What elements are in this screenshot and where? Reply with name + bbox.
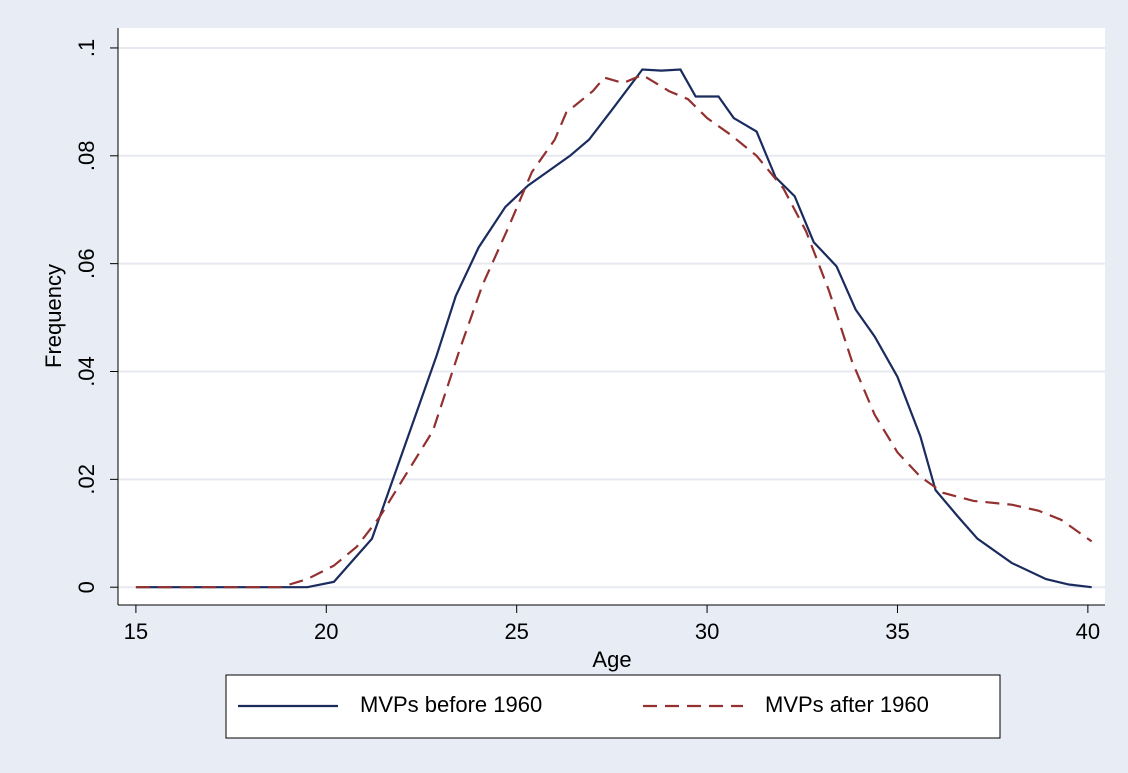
y-tick-label: .06 [74,248,99,279]
legend-label: MVPs after 1960 [765,692,929,717]
plot-area [118,28,1105,605]
y-tick-label: .02 [74,464,99,495]
y-tick-label: .1 [74,39,99,57]
legend-label: MVPs before 1960 [360,692,542,717]
x-axis-label: Age [592,647,631,672]
y-tick-label: .08 [74,141,99,172]
x-tick-label: 35 [885,619,909,644]
series-line [135,68,1092,589]
y-axis-label: Frequency [41,264,66,368]
y-tick-label: 0 [74,581,99,593]
x-tick-label: 40 [1076,619,1100,644]
legend-box [225,674,1001,739]
x-tick-label: 30 [695,619,719,644]
y-tick-label: .04 [74,356,99,387]
x-tick-label: 15 [124,619,148,644]
x-tick-label: 20 [314,619,338,644]
x-tick-label: 25 [504,619,528,644]
series-line [135,73,1093,589]
